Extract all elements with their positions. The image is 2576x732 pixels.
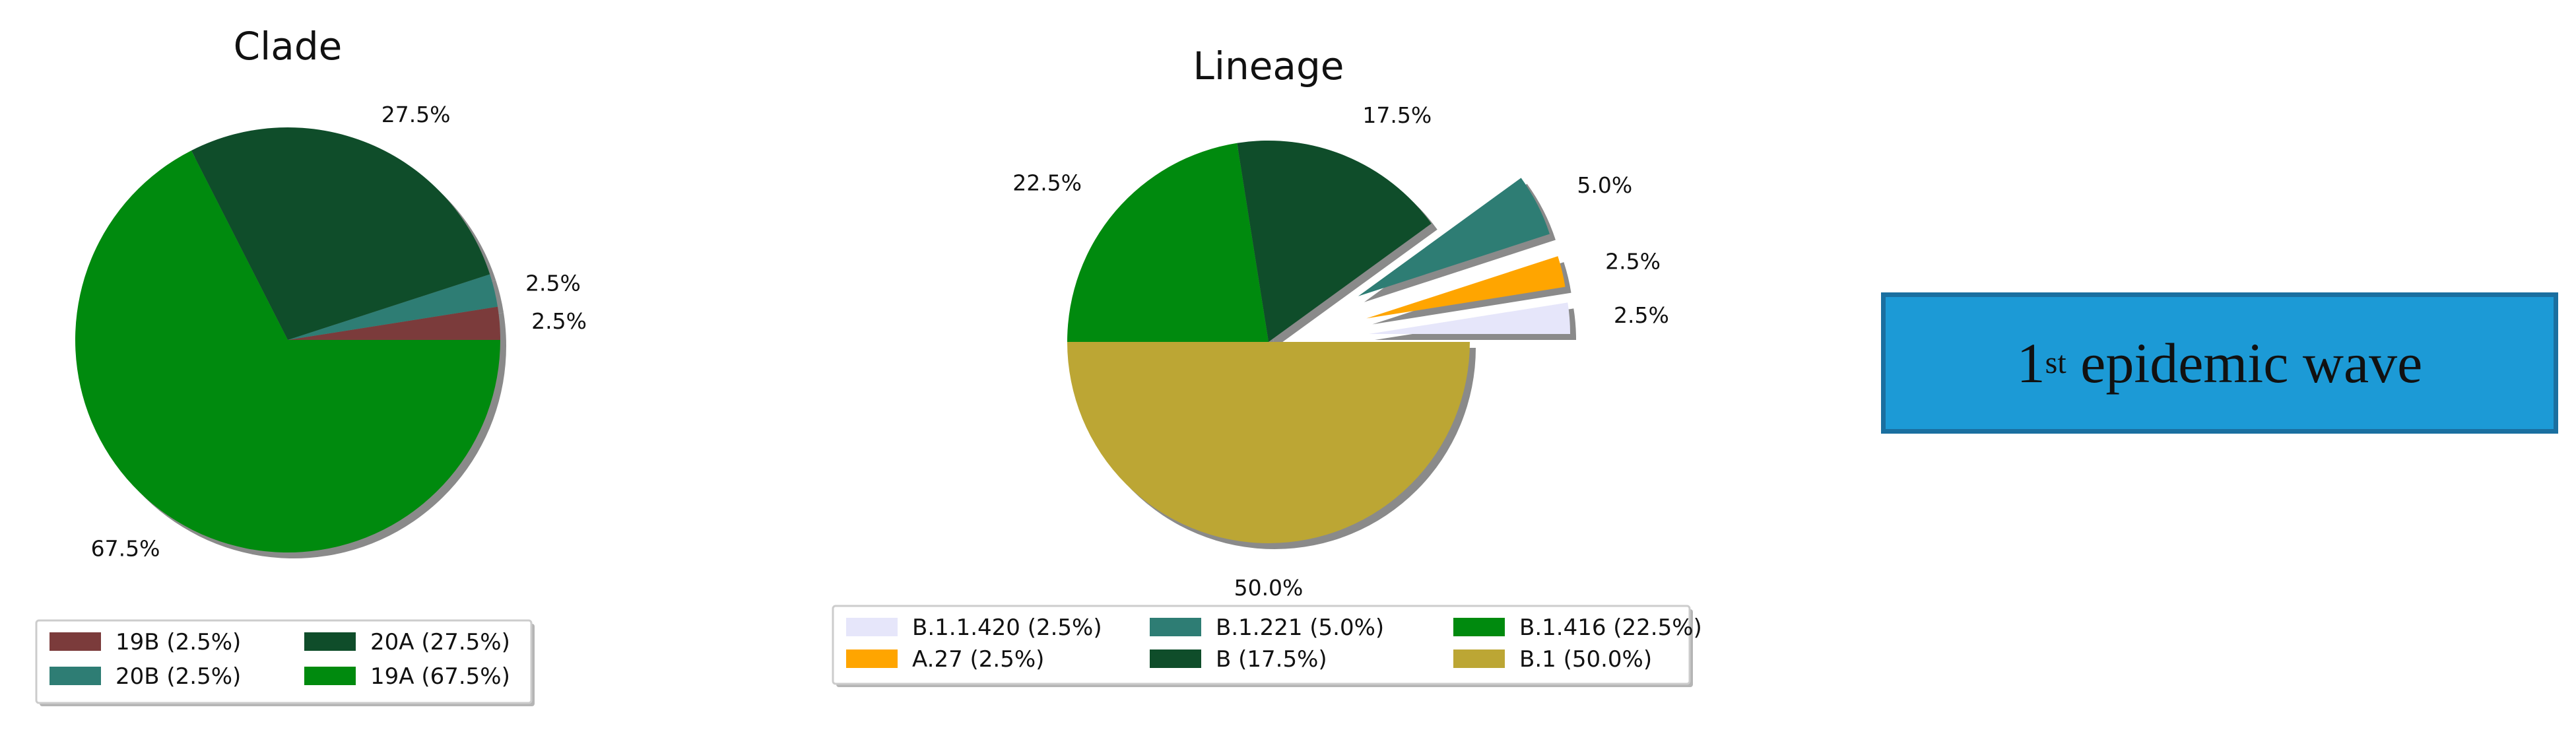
pie-percent-label: 17.5%: [1362, 102, 1432, 128]
pie-percent-label: 22.5%: [1012, 170, 1082, 195]
legend-entry: B.1.1.420 (2.5%): [912, 615, 1102, 641]
pie-slice-20b: [288, 274, 498, 340]
legend-entry: 19B (2.5%): [116, 629, 241, 655]
legend-entry: B.1.416 (22.5%): [1519, 615, 1702, 641]
legend-entry: A.27 (2.5%): [912, 646, 1044, 673]
pie-chart-lineage: Lineage 2.5% 2.5% 5.0% 17.5% 22.5% 50.0% B.1.1.…: [832, 44, 1702, 687]
wave-text: epidemic wave: [2080, 331, 2423, 395]
pie-chart-clade: Clade 2.5% 2.5% 27.5% 67.5% 19B (2.5%) 20A (27…: [35, 24, 587, 706]
legend-entry: B.1 (50.0%): [1519, 646, 1652, 673]
chart-title: Clade: [234, 24, 343, 69]
pie-slice-b-1-416: [1067, 143, 1269, 342]
legend-swatch: [846, 618, 898, 636]
legend-entry: 19A (67.5%): [370, 663, 510, 690]
pie-slice-b-1-221: [1358, 178, 1550, 296]
legend-swatch: [50, 667, 101, 685]
legend-entry: 20A (27.5%): [370, 629, 510, 655]
legend-swatch: [1150, 618, 1201, 636]
pie-slice-b-1-1-420: [1369, 302, 1571, 335]
pie-percent-label: 2.5%: [525, 271, 581, 296]
pie-percent-label: 2.5%: [1614, 302, 1669, 328]
legend-swatch: [1150, 649, 1201, 668]
legend-frame: [35, 619, 533, 704]
legend-swatch: [304, 667, 356, 685]
legend-swatch: [1453, 618, 1505, 636]
pie-slice-b-1: [1067, 342, 1470, 543]
pie-percent-label: 67.5%: [91, 536, 160, 562]
pie-percent-label: 2.5%: [531, 308, 587, 334]
pie-percent-label: 2.5%: [1605, 249, 1661, 275]
legend-swatch: [1453, 649, 1505, 668]
pie-percent-label: 5.0%: [1577, 172, 1632, 198]
legend-swatch: [846, 649, 898, 668]
legend-entry: B (17.5%): [1216, 646, 1327, 673]
pie-slice-19a: [75, 150, 500, 553]
legend-swatch: [50, 632, 101, 651]
chart-legend: B.1.1.420 (2.5%) B.1.221 (5.0%) B.1.416 (2…: [832, 605, 1702, 687]
pie-slice-a-27: [1366, 256, 1566, 319]
pie-percent-label: 27.5%: [381, 102, 451, 127]
legend-entry: 20B (2.5%): [116, 663, 241, 690]
legend-entry: B.1.221 (5.0%): [1216, 615, 1384, 641]
wave-number: 1: [2016, 331, 2045, 395]
legend-swatch: [304, 632, 356, 651]
chart-title: Lineage: [1193, 44, 1344, 88]
pie-slice-20a: [191, 127, 490, 341]
pie-slice-b: [1237, 141, 1432, 342]
pie-slice-19b: [288, 306, 500, 340]
chart-legend: 19B (2.5%) 20A (27.5%) 20B (2.5%) 19A (67.5…: [35, 619, 535, 706]
pie-percent-label: 50.0%: [1234, 575, 1304, 601]
